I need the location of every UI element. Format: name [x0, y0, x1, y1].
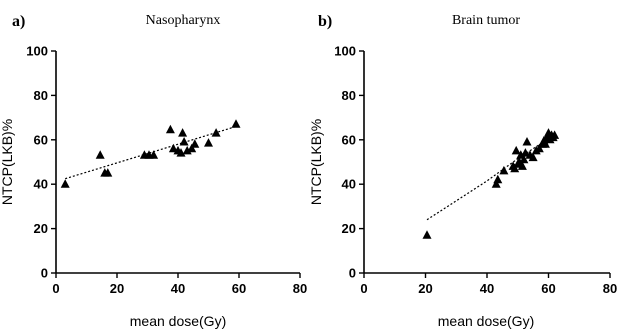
- data-point: [176, 148, 186, 157]
- data-point: [187, 143, 197, 153]
- data-point: [550, 130, 560, 139]
- data-point: [528, 152, 538, 162]
- data-point: [499, 165, 509, 175]
- panel-label: a): [12, 13, 25, 30]
- data-point: [534, 143, 544, 153]
- chart-title: Brain tumor: [452, 13, 520, 28]
- data-point: [103, 168, 113, 177]
- chart-panel-brain-tumor: b) Brain tumor NTCP(LKB)% mean dose(Gy) …: [308, 13, 617, 329]
- x-axis-title: mean dose(Gy): [130, 313, 226, 329]
- x-tick-label: 80: [293, 281, 307, 296]
- y-tick-label: 0: [349, 266, 356, 281]
- data-point: [95, 150, 105, 159]
- data-point: [519, 154, 529, 164]
- chart-title: Nasopharynx: [146, 13, 221, 28]
- x-tick-label: 0: [360, 281, 367, 296]
- x-tick-label: 40: [171, 281, 185, 296]
- data-point: [60, 179, 70, 188]
- data-point: [149, 150, 159, 159]
- data-point: [165, 124, 175, 134]
- y-tick-label: 60: [342, 132, 356, 147]
- x-tick-label: 60: [541, 281, 555, 296]
- panel-label: b): [318, 13, 332, 30]
- data-point: [231, 119, 241, 128]
- chart-panel-nasopharynx: a) Nasopharynx NTCP(LKB)% mean dose(Gy) …: [0, 13, 307, 329]
- x-tick-label: 0: [52, 281, 59, 296]
- data-point: [522, 137, 532, 146]
- x-tick-label: 20: [418, 281, 432, 296]
- data-point: [491, 179, 501, 188]
- data-point: [540, 139, 550, 148]
- y-axis-title: NTCP(LKB)%: [308, 119, 324, 205]
- data-point: [520, 148, 530, 157]
- y-tick-label: 0: [41, 266, 48, 281]
- y-tick-label: 80: [34, 88, 48, 103]
- y-tick-label: 100: [334, 44, 356, 59]
- data-point: [493, 174, 503, 184]
- x-axis-title: mean dose(Gy): [438, 313, 534, 329]
- y-tick-label: 40: [34, 177, 48, 192]
- data-point: [204, 138, 213, 147]
- x-tick-label: 60: [232, 281, 246, 296]
- data-point: [168, 143, 178, 153]
- trend-line: [65, 125, 237, 180]
- data-point: [511, 145, 521, 155]
- data-point: [510, 163, 520, 173]
- y-tick-label: 20: [34, 221, 48, 236]
- y-tick-label: 20: [342, 221, 356, 236]
- data-point: [182, 145, 192, 155]
- x-tick-label: 20: [110, 281, 124, 296]
- data-point: [517, 161, 527, 170]
- data-point: [179, 137, 189, 146]
- y-axis-title: NTCP(LKB)%: [0, 119, 15, 205]
- x-tick-label: 40: [480, 281, 494, 296]
- data-point: [211, 128, 221, 137]
- y-tick-label: 40: [342, 177, 356, 192]
- y-tick-label: 60: [34, 132, 48, 147]
- data-point: [422, 230, 432, 239]
- data-point: [178, 128, 188, 137]
- y-tick-label: 80: [342, 88, 356, 103]
- data-point: [190, 139, 200, 148]
- y-tick-label: 100: [26, 44, 48, 59]
- x-tick-label: 80: [603, 281, 617, 296]
